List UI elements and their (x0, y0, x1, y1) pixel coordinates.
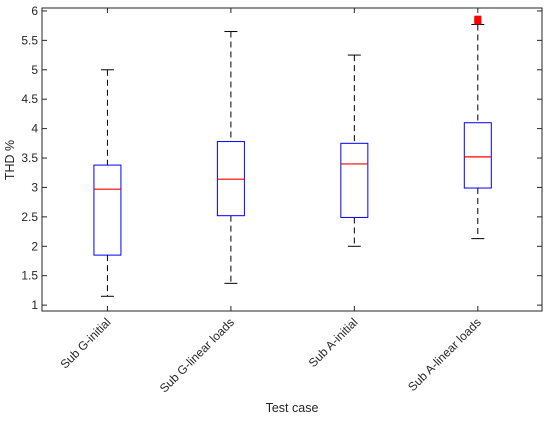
y-tick-label: 3 (31, 180, 38, 194)
y-tick-label: 5 (31, 63, 38, 77)
x-tick-label: Sub A-linear loads (405, 315, 484, 394)
interquartile-box (93, 164, 122, 256)
x-tick-label: Sub G-linear loads (157, 315, 237, 395)
y-tick-label: 5.5 (21, 33, 38, 47)
box-1 (93, 69, 122, 297)
plot-area (41, 7, 543, 312)
y-tick-label: 4.5 (21, 92, 38, 106)
y-axis-label: THD % (3, 140, 17, 180)
interquartile-box (463, 122, 492, 189)
box-2 (216, 31, 245, 284)
x-axis-label: Test case (266, 401, 319, 415)
outlier-marker (474, 15, 482, 23)
y-tick-label: 6 (31, 4, 38, 18)
x-tick-label: Sub A-initial (306, 315, 361, 370)
y-tick-label: 3.5 (21, 151, 38, 165)
x-tick-label: Sub G-initial (57, 315, 113, 371)
y-tick-label: 1 (31, 298, 38, 312)
interquartile-box (340, 142, 369, 218)
box-4 (463, 15, 492, 240)
y-tick-label: 2.5 (21, 210, 38, 224)
y-tick-label: 1.5 (21, 269, 38, 283)
box-series (93, 15, 492, 297)
y-axis-ticks: 1 1.5 2 2.5 3 3.5 4 4.5 5 5.5 6 (21, 4, 542, 312)
y-tick-label: 4 (31, 122, 38, 136)
y-tick-label: 2 (31, 239, 38, 253)
box-3 (340, 54, 369, 247)
